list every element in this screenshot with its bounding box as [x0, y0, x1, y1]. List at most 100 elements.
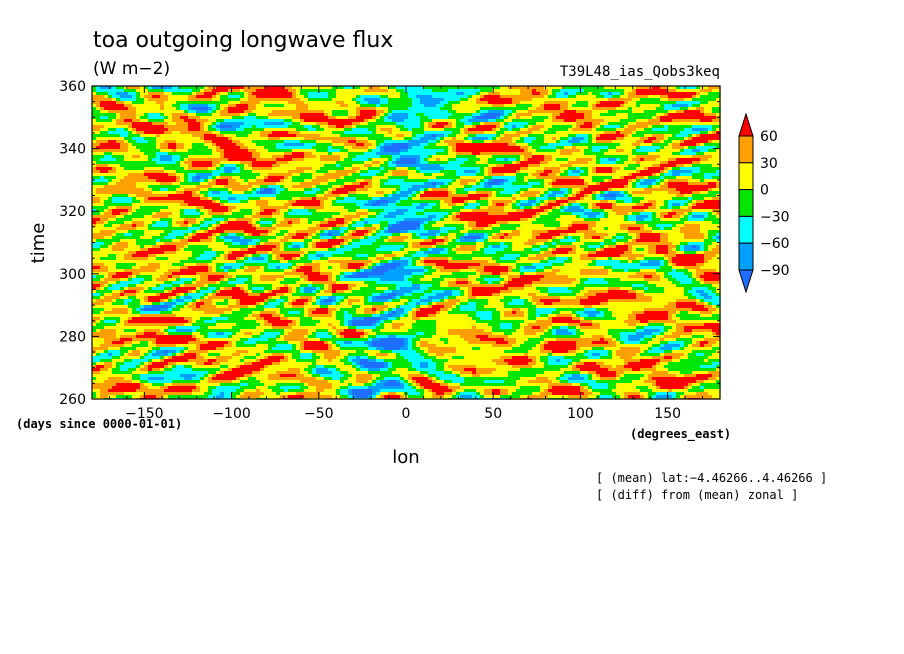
field-cell — [344, 245, 361, 249]
field-cell — [208, 188, 229, 192]
field-cell — [524, 206, 533, 210]
field-cell — [152, 221, 157, 225]
field-cell — [576, 167, 581, 171]
field-cell — [536, 344, 541, 348]
field-cell — [112, 284, 129, 288]
field-cell — [564, 260, 573, 264]
field-cell — [696, 272, 705, 276]
field-cell — [548, 143, 573, 147]
field-cell — [476, 239, 485, 243]
field-cell — [152, 122, 169, 126]
field-cell — [212, 302, 217, 306]
field-cell — [104, 95, 109, 99]
field-cell — [708, 158, 721, 162]
field-cell — [704, 173, 721, 177]
field-cell — [220, 281, 229, 285]
field-cell — [428, 353, 437, 357]
field-cell — [600, 122, 609, 126]
field-cell — [176, 302, 185, 306]
field-cell — [540, 248, 549, 252]
field-cell — [368, 296, 373, 300]
field-cell — [276, 299, 285, 303]
field-cell — [332, 233, 341, 237]
field-cell — [376, 287, 389, 291]
field-cell — [572, 224, 589, 228]
field-cell — [628, 212, 633, 216]
field-cell — [288, 101, 305, 105]
field-cell — [476, 272, 481, 276]
field-cell — [672, 314, 677, 318]
field-cell — [432, 206, 441, 210]
field-cell — [528, 350, 541, 354]
field-cell — [112, 302, 125, 306]
field-cell — [496, 194, 513, 198]
field-cell — [128, 209, 133, 213]
field-cell — [312, 299, 317, 303]
field-cell — [96, 191, 153, 195]
field-cell — [504, 125, 513, 129]
field-cell — [328, 125, 337, 129]
field-cell — [516, 161, 521, 165]
field-cell — [160, 218, 173, 222]
field-cell — [336, 278, 341, 282]
field-cell — [160, 347, 185, 351]
field-cell — [164, 236, 177, 240]
field-cell — [344, 131, 373, 135]
field-cell — [300, 116, 329, 120]
field-cell — [284, 155, 305, 159]
field-cell — [484, 245, 489, 249]
field-cell — [556, 254, 581, 258]
field-cell — [216, 227, 257, 231]
field-cell — [216, 347, 225, 351]
field-cell — [668, 185, 717, 189]
field-cell — [520, 326, 525, 330]
field-cell — [308, 332, 313, 336]
field-cell — [388, 311, 393, 315]
field-cell — [136, 185, 149, 189]
field-cell — [120, 335, 137, 339]
field-cell — [600, 206, 613, 210]
field-cell — [644, 218, 653, 222]
field-cell — [412, 290, 425, 294]
field-cell — [660, 146, 665, 150]
field-cell — [292, 179, 305, 183]
field-cell — [396, 161, 417, 165]
field-cell — [136, 275, 153, 279]
field-cell — [140, 311, 161, 315]
field-cell — [348, 191, 357, 195]
field-cell — [308, 236, 313, 240]
field-cell — [596, 128, 617, 132]
field-cell — [452, 191, 457, 195]
field-cell — [368, 299, 373, 303]
field-cell — [140, 290, 145, 294]
field-cell — [228, 101, 241, 105]
field-cell — [304, 290, 313, 294]
field-cell — [92, 338, 105, 342]
field-cell — [360, 359, 369, 363]
field-cell — [264, 317, 281, 321]
field-cell — [672, 275, 689, 279]
field-cell — [156, 338, 197, 342]
field-cell — [132, 95, 137, 99]
field-cell — [244, 230, 269, 234]
field-cell — [664, 215, 673, 219]
field-cell — [324, 203, 333, 207]
field-cell — [352, 365, 357, 369]
field-cell — [124, 320, 129, 324]
field-cell — [360, 182, 369, 186]
field-cell — [408, 128, 413, 132]
field-cell — [96, 287, 101, 291]
field-cell — [348, 299, 361, 303]
field-cell — [580, 206, 585, 210]
field-cell — [104, 311, 129, 315]
field-cell — [496, 341, 509, 345]
field-cell — [104, 221, 109, 225]
field-cell — [652, 182, 657, 186]
field-cell — [188, 203, 221, 207]
field-cell — [512, 203, 517, 207]
field-cell — [512, 182, 529, 186]
field-cell — [280, 239, 289, 243]
field-cell — [256, 326, 273, 330]
field-cell — [448, 239, 453, 243]
field-cell — [464, 125, 473, 129]
